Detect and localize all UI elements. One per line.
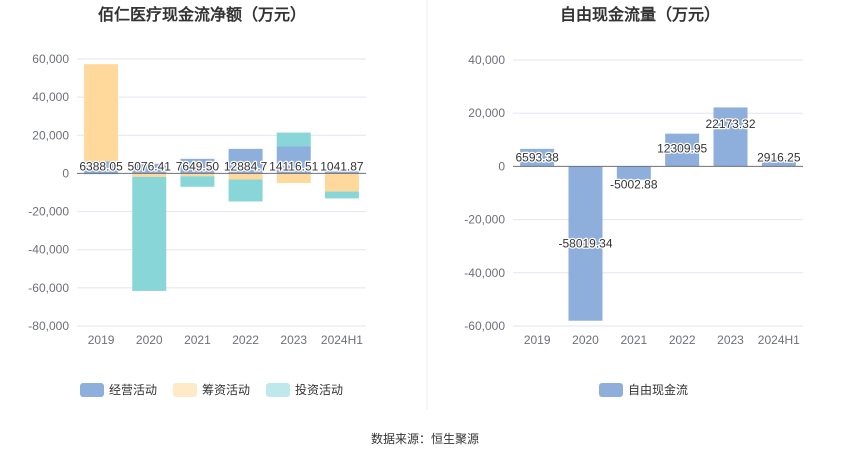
x-tick-label: 2020 — [136, 333, 163, 347]
bar-financing[interactable] — [132, 173, 167, 177]
data-label: 1041.87 — [320, 159, 364, 173]
bar-financing[interactable] — [324, 173, 359, 192]
bar-operating[interactable] — [132, 163, 167, 174]
y-tick-label: 60,000 — [32, 52, 69, 66]
x-tick-label: 2020 — [572, 333, 599, 347]
x-tick-label: 2022 — [232, 333, 259, 347]
bar-financing[interactable] — [228, 173, 263, 180]
y-tick-label: 20,000 — [468, 106, 505, 120]
legend-swatch[interactable] — [80, 383, 104, 397]
legend-label[interactable]: 筹资活动 — [202, 383, 250, 397]
right-chart-area: 40,000 20,000 0 -20,000 -40,000 -60,000 2019 20… — [464, 53, 803, 347]
y-tick-label: -60,000 — [464, 319, 505, 333]
y-tick-label: 40,000 — [32, 90, 69, 104]
legend-swatch[interactable] — [599, 383, 623, 397]
y-tick-label: -20,000 — [28, 205, 69, 219]
right-legend: 自由现金流 — [599, 382, 688, 397]
bar-free-cash-flow[interactable] — [665, 133, 700, 167]
bar-operating[interactable] — [276, 146, 311, 174]
left-chart-title: 佰仁医疗现金流净额（万元） — [98, 5, 306, 24]
bar-investing[interactable] — [180, 176, 215, 187]
data-label: 14116.51 — [269, 159, 318, 173]
bar-financing[interactable] — [180, 173, 215, 177]
x-tick-label: 2021 — [184, 333, 211, 347]
bar-operating[interactable] — [84, 161, 119, 174]
x-tick-label: 2019 — [88, 333, 115, 347]
y-tick-label: 0 — [62, 166, 69, 180]
data-label: 5076.41 — [128, 159, 172, 173]
x-tick-label: 2021 — [620, 333, 647, 347]
bar-investing[interactable] — [132, 176, 167, 291]
legend-label[interactable]: 经营活动 — [109, 383, 157, 397]
bar-operating[interactable] — [228, 148, 263, 174]
data-label: 12884.7 — [224, 159, 268, 173]
y-tick-label: 40,000 — [468, 53, 505, 67]
y-tick-label: 0 — [498, 159, 505, 173]
y-tick-label: 20,000 — [32, 128, 69, 142]
legend-label[interactable]: 自由现金流 — [628, 382, 688, 397]
bar-financing[interactable] — [276, 173, 311, 183]
data-label: 6593.38 — [515, 150, 559, 164]
y-tick-label: -40,000 — [28, 243, 69, 257]
x-tick-label: 2024H1 — [321, 333, 363, 347]
data-label: -5002.88 — [610, 177, 658, 191]
bar-free-cash-flow[interactable] — [520, 148, 555, 167]
x-tick-label: 2022 — [669, 333, 696, 347]
data-label: 22173.32 — [705, 117, 755, 131]
data-label: -58019.34 — [558, 237, 612, 251]
legend-swatch[interactable] — [266, 383, 290, 397]
x-tick-label: 2023 — [717, 333, 744, 347]
bar-free-cash-flow[interactable] — [568, 166, 603, 321]
bar-free-cash-flow[interactable] — [713, 107, 748, 167]
bar-investing[interactable] — [324, 191, 359, 199]
x-tick-label: 2024H1 — [758, 333, 800, 347]
bar-investing[interactable] — [228, 179, 263, 202]
data-label: 6388.05 — [79, 159, 123, 173]
left-legend: 经营活动 筹资活动 投资活动 — [80, 382, 343, 397]
bar-operating[interactable] — [324, 171, 359, 174]
data-source-note: 数据来源：恒生聚源 — [371, 431, 479, 446]
data-label: 2916.25 — [757, 150, 801, 164]
data-label: 12309.95 — [657, 141, 707, 155]
y-tick-label: -40,000 — [464, 266, 505, 280]
bar-operating[interactable] — [180, 158, 215, 174]
data-label: 7649.50 — [176, 159, 220, 173]
x-tick-label: 2023 — [280, 333, 307, 347]
bar-free-cash-flow[interactable] — [616, 166, 651, 180]
x-tick-label: 2019 — [524, 333, 551, 347]
legend-label[interactable]: 投资活动 — [295, 382, 343, 397]
bar-financing[interactable] — [84, 64, 119, 162]
bar-investing[interactable] — [276, 132, 311, 147]
bar-free-cash-flow[interactable] — [761, 158, 796, 167]
y-tick-label: -20,000 — [464, 213, 505, 227]
left-chart-area: 60,000 40,000 20,000 0 -20,000 -40,000 -60,000… — [28, 52, 366, 347]
right-chart-title: 自由现金流量（万元） — [560, 5, 720, 24]
legend-swatch[interactable] — [173, 383, 197, 397]
y-tick-label: -60,000 — [28, 281, 69, 295]
y-tick-label: -80,000 — [28, 319, 69, 333]
